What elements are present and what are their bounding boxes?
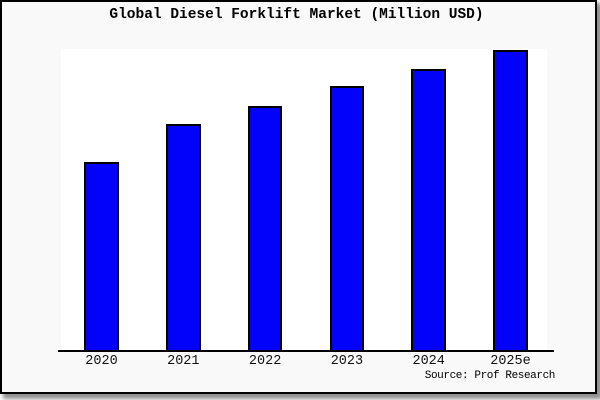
bar-2021 (166, 124, 201, 350)
x-tick-label-2020: 2020 (85, 354, 118, 369)
chart-title: Global Diesel Forklift Market (Million U… (109, 7, 484, 23)
plot-area (61, 49, 547, 350)
bar-2024 (411, 69, 446, 350)
x-tick-label-2025e: 2025e (490, 354, 531, 369)
x-axis-line (58, 350, 554, 352)
bar-2025e (493, 50, 528, 350)
x-tick-label-2024: 2024 (412, 354, 445, 369)
bar-2022 (247, 105, 283, 350)
x-tick-label-2023: 2023 (330, 354, 364, 369)
bar-2023 (329, 86, 365, 350)
x-tick-label-2022: 2022 (248, 354, 282, 369)
x-tick-label-2021: 2021 (167, 354, 200, 369)
bar-2020 (84, 161, 119, 350)
source-note: Source: Prof Research (424, 370, 556, 382)
